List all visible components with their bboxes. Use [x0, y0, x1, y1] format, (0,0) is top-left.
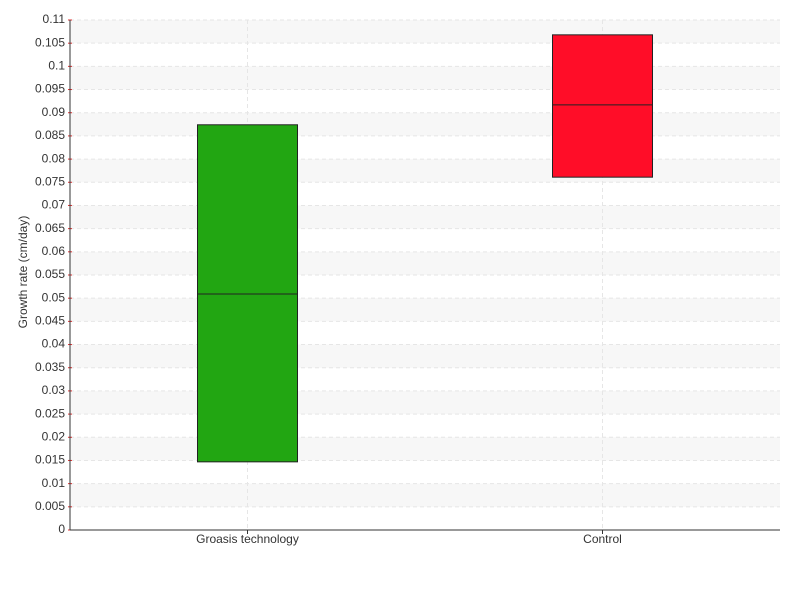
y-tick-label: 0.025 [35, 406, 65, 420]
x-tick-label: Groasis technology [196, 532, 299, 546]
y-tick-label: 0.085 [35, 128, 65, 142]
y-axis-label: Growth rate (cm/day) [16, 216, 30, 329]
grid-band [70, 159, 780, 183]
grid-band [70, 205, 780, 229]
y-tick-label: 0.005 [35, 499, 65, 513]
grid-band [70, 20, 780, 44]
y-tick-label: 0.07 [42, 198, 66, 212]
y-tick-label: 0.04 [42, 337, 66, 351]
y-tick-label: 0.015 [35, 453, 65, 467]
grid-band [70, 66, 780, 90]
y-tick-label: 0.09 [42, 105, 66, 119]
grid-band [70, 437, 780, 461]
grid-band [70, 251, 780, 275]
grid-band [70, 483, 780, 507]
y-tick-label: 0.065 [35, 221, 65, 235]
grid-band [70, 390, 780, 415]
y-tick-label: 0.11 [43, 12, 66, 26]
box [552, 34, 653, 178]
y-tick-label: 0.045 [35, 314, 65, 328]
y-tick-label: 0.095 [35, 82, 65, 96]
y-tick-label: 0.08 [42, 151, 66, 165]
grid-band [70, 298, 780, 322]
y-tick-label: 0.105 [35, 35, 65, 49]
y-tick-label: 0.06 [42, 244, 66, 258]
y-tick-label: 0 [58, 522, 65, 536]
y-tick-label: 0.075 [35, 174, 65, 188]
grid-band [70, 112, 780, 136]
grid-band [70, 344, 780, 368]
box [197, 124, 298, 463]
y-tick-label: 0.02 [42, 429, 66, 443]
y-tick-label: 0.1 [48, 59, 65, 73]
x-tick-label: Control [583, 532, 622, 546]
y-tick-label: 0.055 [35, 267, 65, 281]
y-tick-label: 0.01 [42, 476, 66, 490]
y-tick-label: 0.035 [35, 360, 65, 374]
y-tick-label: 0.05 [42, 290, 66, 304]
y-tick-label: 0.03 [42, 383, 66, 397]
